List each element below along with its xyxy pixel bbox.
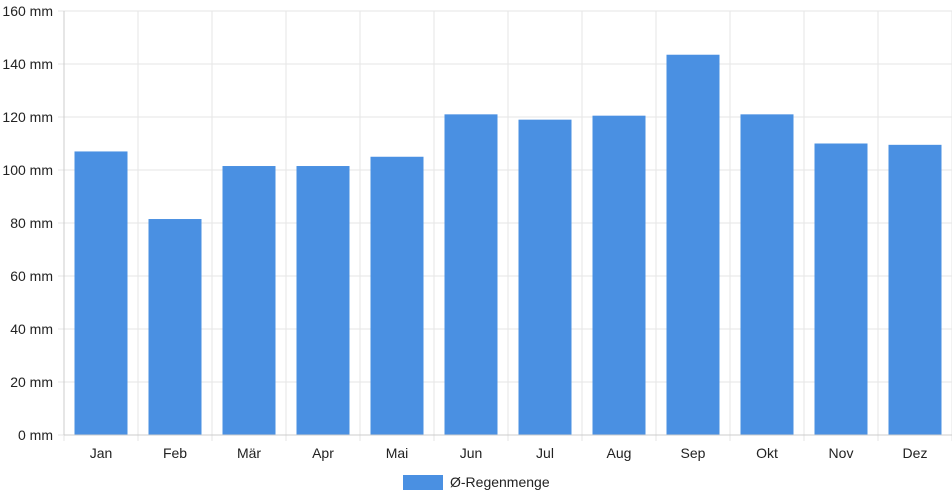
bars <box>74 54 942 436</box>
bar-feb[interactable] <box>148 219 202 435</box>
bar-nov[interactable] <box>814 143 868 436</box>
bar-mai[interactable] <box>370 156 424 435</box>
y-tick-label: 120 mm <box>2 109 53 125</box>
x-tick-label: Aug <box>607 445 632 461</box>
y-tick-label: 100 mm <box>2 162 53 178</box>
bar-okt[interactable] <box>740 114 794 435</box>
bar-aug[interactable] <box>592 115 646 436</box>
y-tick-label: 60 mm <box>10 268 53 284</box>
x-tick-label: Mär <box>237 445 261 461</box>
x-tick-label: Nov <box>829 445 854 461</box>
y-tick-label: 160 mm <box>2 3 53 19</box>
bar-jun[interactable] <box>444 114 498 435</box>
bar-mär[interactable] <box>222 166 276 435</box>
x-tick-label: Sep <box>681 445 706 461</box>
x-tick-label: Apr <box>312 445 334 461</box>
y-tick-label: 20 mm <box>10 374 53 390</box>
x-tick-label: Mai <box>386 445 409 461</box>
x-tick-label: Okt <box>756 445 778 461</box>
legend-swatch <box>403 475 443 490</box>
legend[interactable]: Ø-Regenmenge <box>403 474 550 490</box>
x-tick-label: Dez <box>903 445 928 461</box>
x-tick-label: Jan <box>90 445 113 461</box>
axes: 0 mm 20 mm 40 mm 60 mm 80 mm 100 mm 120 mm 140 … <box>2 3 952 461</box>
x-tick-label: Jul <box>536 445 554 461</box>
y-tick-label: 40 mm <box>10 321 53 337</box>
x-tick-label: Feb <box>163 445 187 461</box>
x-tick-label: Jun <box>460 445 483 461</box>
y-tick-label: 0 mm <box>18 427 53 443</box>
bar-apr[interactable] <box>296 166 350 435</box>
bar-jan[interactable] <box>74 151 128 435</box>
y-tick-label: 140 mm <box>2 56 53 72</box>
legend-label: Ø-Regenmenge <box>450 474 550 490</box>
grid <box>58 10 952 441</box>
bar-jul[interactable] <box>518 119 572 436</box>
bar-dez[interactable] <box>888 144 942 435</box>
y-tick-label: 80 mm <box>10 215 53 231</box>
bar-sep[interactable] <box>666 54 720 435</box>
